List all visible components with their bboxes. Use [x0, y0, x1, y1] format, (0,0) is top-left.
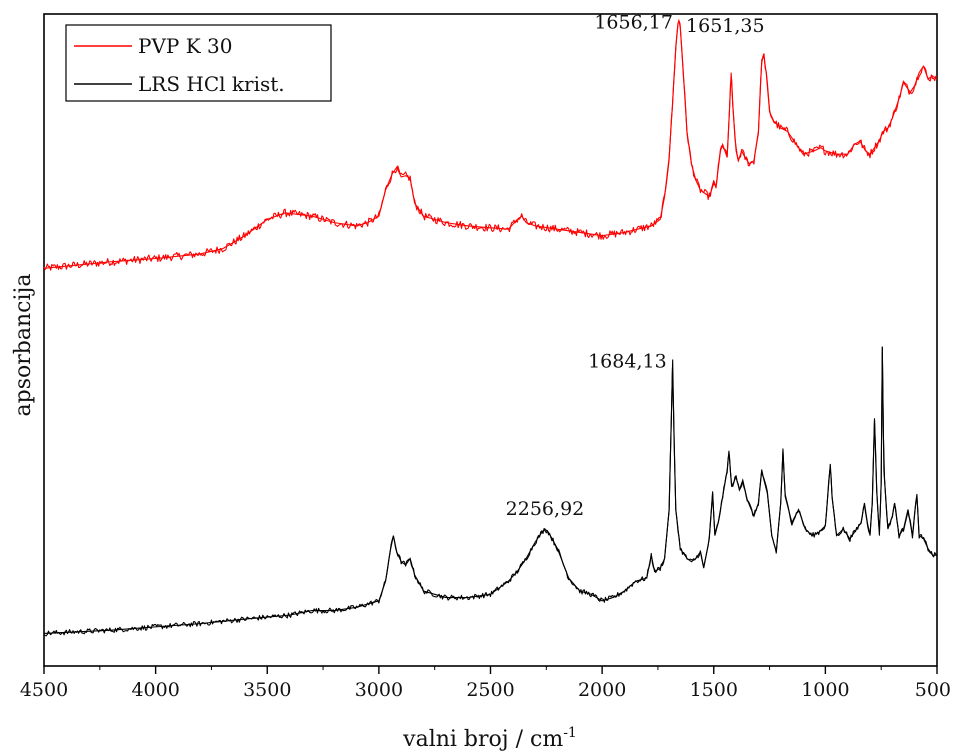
x-axis-ticks [43, 666, 938, 674]
peak-label-1684-13: 1684,13 [588, 351, 667, 373]
x-tick-label-3500: 3500 [243, 679, 291, 701]
x-tick-label-2500: 2500 [466, 679, 514, 701]
series-layer [43, 18, 938, 637]
legend-label-lrs: LRS HCl krist. [138, 72, 285, 96]
series-line-lrs-hcl [43, 346, 938, 637]
series-peaks-lrs-hcl [43, 346, 937, 634]
peak-label-2256-92: 2256,92 [506, 498, 585, 520]
legend-label-pvp: PVP K 30 [138, 34, 232, 58]
legend: PVP K 30 LRS HCl krist. [65, 24, 332, 102]
peak-annotations: 1656,17 1651,35 1684,13 2256,92 [506, 12, 765, 521]
x-axis-title: valni broj / cm-1 [402, 725, 577, 752]
plot-area-frame [43, 13, 938, 667]
x-tick-label-4500: 4500 [20, 679, 68, 701]
x-tick-label-1000: 1000 [801, 679, 849, 701]
x-axis-tick-labels: 4500 4000 3500 3000 2500 2000 1500 1000 500 [20, 679, 951, 701]
x-tick-label-3000: 3000 [355, 679, 403, 701]
series-peaks-pvp-k30 [43, 18, 938, 269]
legend-box [65, 24, 332, 102]
peak-label-1651-35: 1651,35 [686, 15, 765, 37]
peak-label-1656-17: 1656,17 [594, 12, 673, 34]
x-tick-label-500: 500 [915, 679, 951, 701]
x-tick-label-4000: 4000 [131, 679, 179, 701]
x-tick-label-1500: 1500 [690, 679, 738, 701]
x-tick-label-2000: 2000 [578, 679, 626, 701]
y-axis-title: apsorbancija [11, 274, 36, 417]
